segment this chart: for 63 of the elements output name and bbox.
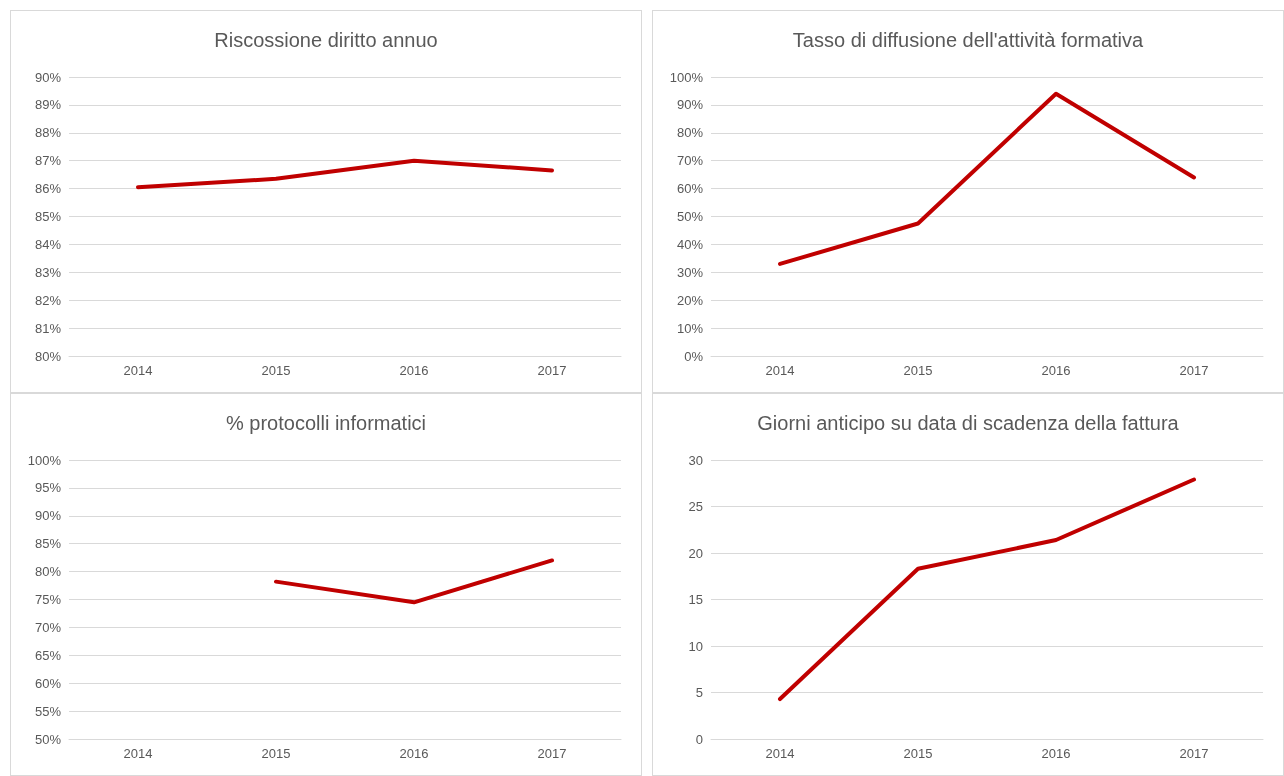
x-tick-label: 2016: [399, 746, 429, 761]
y-tick-label: 0: [695, 731, 703, 747]
y-tick-label: 15: [688, 592, 703, 607]
x-tick-label: 2016: [1041, 363, 1071, 378]
y-tick-label: 25: [688, 499, 703, 514]
x-tick-label: 2017: [537, 363, 567, 378]
y-tick-label: 88%: [34, 125, 62, 141]
y-tick-label: 60%: [676, 181, 704, 197]
y-tick-label: 80%: [676, 125, 704, 141]
line-series: [136, 158, 554, 190]
chart-title: Tasso di diffusione dell'attività formativa: [792, 29, 1145, 51]
y-tick-label: 10: [688, 638, 703, 654]
chart-title: % protocolli informatici: [225, 412, 427, 434]
line-series: [778, 477, 1196, 702]
y-tick-label: 85%: [34, 209, 62, 224]
y-tick-label: 84%: [34, 236, 62, 252]
y-tick-label: 70%: [34, 619, 62, 635]
y-tick-label: 82%: [34, 292, 62, 308]
y-tick-label: 100%: [669, 69, 704, 85]
y-tick-label: 0%: [684, 348, 704, 364]
x-tick-label: 2014: [765, 746, 795, 761]
y-tick-label: 20%: [676, 292, 704, 308]
y-tick-label: 65%: [34, 647, 62, 663]
y-tick-label: 50%: [34, 731, 62, 747]
y-tick-label: 80%: [34, 348, 62, 364]
y-tick-label: 20: [688, 545, 703, 561]
y-tick-label: 55%: [34, 703, 62, 719]
y-tick-label: 95%: [34, 480, 62, 496]
y-tick-label: 90%: [676, 97, 704, 113]
y-tick-label: 10%: [676, 320, 704, 336]
x-tick-label: 2016: [1041, 746, 1071, 761]
line-series: [778, 91, 1196, 266]
y-tick-label: 80%: [34, 564, 62, 580]
x-tick-label: 2017: [537, 746, 567, 761]
x-tick-label: 2017: [1179, 746, 1209, 761]
y-tick-label: 40%: [676, 236, 704, 252]
y-tick-label: 83%: [34, 264, 62, 280]
x-tick-label: 2015: [903, 363, 933, 378]
x-tick-label: 2017: [1179, 363, 1209, 378]
y-tick-label: 90%: [34, 508, 62, 524]
y-tick-label: 85%: [34, 536, 62, 552]
y-tick-label: 5: [695, 685, 703, 700]
y-tick-label: 81%: [34, 320, 62, 336]
y-tick-label: 60%: [34, 675, 62, 691]
x-tick-label: 2014: [123, 746, 153, 761]
x-tick-label: 2016: [399, 363, 429, 378]
y-tick-label: 70%: [676, 153, 704, 169]
y-tick-label: 100%: [27, 452, 62, 468]
y-tick-label: 30%: [676, 264, 704, 280]
x-tick-label: 2014: [123, 363, 153, 378]
y-tick-label: 90%: [34, 69, 62, 85]
chart-title: Riscossione diritto annuo: [214, 29, 438, 51]
y-tick-label: 87%: [34, 153, 62, 169]
x-tick-label: 2015: [903, 746, 933, 761]
y-tick-label: 86%: [34, 181, 62, 197]
y-tick-label: 30: [688, 452, 703, 468]
y-tick-label: 89%: [34, 97, 62, 113]
x-tick-label: 2015: [261, 746, 291, 761]
chart-title: Giorni anticipo su data di scadenza della fattura: [757, 412, 1180, 434]
y-tick-label: 75%: [34, 592, 62, 607]
y-tick-label: 50%: [676, 209, 704, 224]
x-tick-label: 2015: [261, 363, 291, 378]
x-tick-label: 2014: [765, 363, 795, 378]
